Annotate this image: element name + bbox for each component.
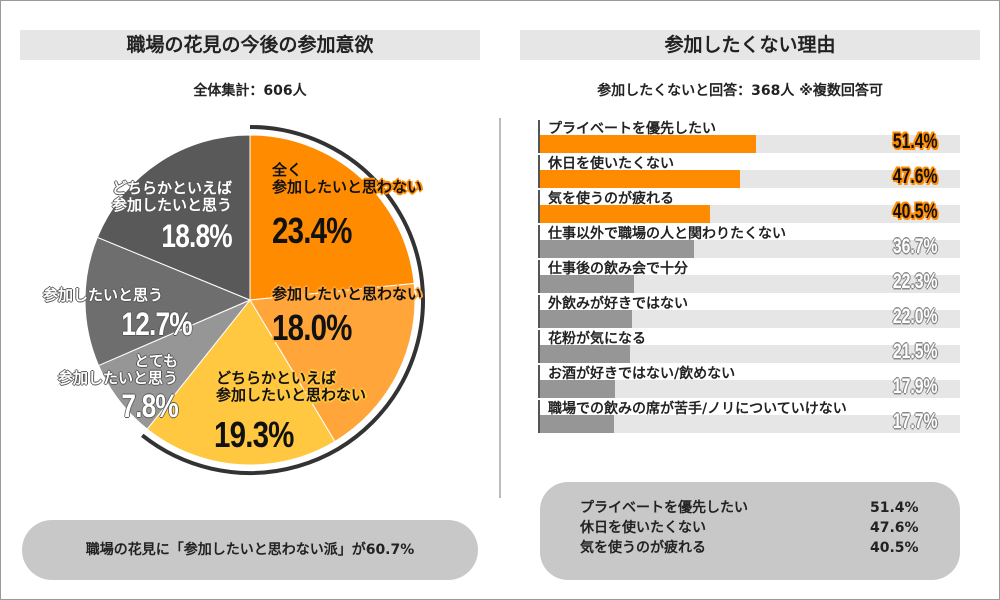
slice-value-3: 7.8% bbox=[121, 388, 178, 424]
bar-tick bbox=[538, 190, 540, 223]
bar-row: 仕事以外で職場の人と関わりたくない 36.7% bbox=[538, 223, 960, 258]
bar-value: 17.9% bbox=[893, 375, 938, 398]
bar-tick bbox=[538, 400, 540, 433]
bar bbox=[540, 275, 634, 293]
bar bbox=[540, 345, 631, 363]
bar-tick bbox=[538, 120, 540, 153]
bar-value: 47.6% bbox=[893, 165, 938, 188]
pie-slice-4 bbox=[84, 236, 252, 367]
left-title: 職場の花見の今後の参加意欲 bbox=[20, 30, 480, 60]
summary-value: 51.4% bbox=[870, 500, 919, 516]
summary-row: 気を使うのが疲れる 40.5% bbox=[580, 538, 960, 558]
slice-label-1: 参加したいと思わない bbox=[272, 285, 423, 303]
summary-label: プライベートを優先したい bbox=[580, 500, 748, 516]
bar-value: 21.5% bbox=[893, 340, 938, 363]
bar-row: 気を使うのが疲れる 40.5% bbox=[538, 188, 960, 223]
bar-label: 休日を使いたくない bbox=[548, 156, 674, 172]
slice-value-2: 19.3% bbox=[214, 414, 294, 455]
bar bbox=[540, 240, 695, 258]
bar-row: 花粉が気になる 21.5% bbox=[538, 328, 960, 363]
bar-label: 仕事後の飲み会で十分 bbox=[548, 261, 688, 277]
bar-row: プライベートを優先したい 51.4% bbox=[538, 118, 960, 153]
bar-label: プライベートを優先したい bbox=[548, 121, 716, 137]
divider bbox=[499, 118, 501, 498]
slice-value-5: 18.8% bbox=[161, 218, 233, 254]
bar-row: 外飲みが好きではない 22.0% bbox=[538, 293, 960, 328]
bar-row: お酒が好きではない/飲めない 17.9% bbox=[538, 363, 960, 398]
bar-row: 仕事後の飲み会で十分 22.3% bbox=[538, 258, 960, 293]
slice-label-5: どちらかといえば 参加したいと思う bbox=[111, 179, 232, 215]
bar-tick bbox=[538, 365, 540, 398]
bar bbox=[540, 205, 711, 223]
bar-tick bbox=[538, 155, 540, 188]
slice-label-0: 全く 参加したいと思わない bbox=[272, 161, 423, 197]
bar-value: 22.3% bbox=[893, 270, 938, 293]
bar bbox=[540, 380, 616, 398]
slice-label-4: 参加したいと思う bbox=[43, 286, 164, 304]
bar-value: 17.7% bbox=[893, 410, 938, 433]
summary-value: 47.6% bbox=[870, 520, 919, 536]
bar-row: 職場での飲みの席が苦手/ノリについていけない 17.7% bbox=[538, 398, 960, 433]
bar-track bbox=[540, 345, 960, 363]
left-footer: 職場の花見に「参加したいと思わない派」が60.7% bbox=[22, 520, 478, 580]
bar-track bbox=[540, 170, 960, 188]
bar-row: 休日を使いたくない 47.6% bbox=[538, 153, 960, 188]
bar-value: 22.0% bbox=[893, 305, 938, 328]
slice-label-3: とても 参加したいと思う bbox=[57, 352, 178, 388]
bar bbox=[540, 415, 615, 433]
pie-slice-2 bbox=[146, 299, 336, 466]
summary-label: 休日を使いたくない bbox=[580, 520, 706, 536]
slice-label-2: どちらかといえば 参加したいと思わない bbox=[216, 369, 367, 405]
pie-chart bbox=[84, 125, 425, 475]
pie-slice-0 bbox=[249, 134, 415, 301]
summary-row: プライベートを優先したい 51.4% bbox=[580, 498, 960, 518]
bar bbox=[540, 135, 756, 153]
right-title: 参加したくない理由 bbox=[520, 30, 980, 60]
bar-label: 花粉が気になる bbox=[548, 331, 646, 347]
bar-tick bbox=[538, 260, 540, 293]
bar-label: お酒が好きではない/飲めない bbox=[548, 366, 736, 382]
right-subtitle: 参加したくないと回答：368人 ※複数回答可 bbox=[597, 83, 883, 99]
summary-box: プライベートを優先したい 51.4% 休日を使いたくない 47.6% 気を使うのが疲… bbox=[540, 482, 960, 580]
bar-label: 仕事以外で職場の人と関わりたくない bbox=[548, 226, 786, 242]
summary-value: 40.5% bbox=[870, 540, 919, 556]
bar-label: 職場での飲みの席が苦手/ノリについていけない bbox=[548, 401, 847, 417]
summary-label: 気を使うのが疲れる bbox=[580, 540, 706, 556]
bar-value: 40.5% bbox=[893, 200, 938, 223]
bar-label: 気を使うのが疲れる bbox=[548, 191, 674, 207]
slice-value-1: 18.0% bbox=[272, 307, 352, 348]
bar-track bbox=[540, 310, 960, 328]
bar bbox=[540, 310, 633, 328]
bar-value: 36.7% bbox=[893, 235, 938, 258]
bar-tick bbox=[538, 295, 540, 328]
slice-value-4: 12.7% bbox=[121, 306, 193, 342]
pie-slice-1 bbox=[249, 282, 416, 443]
bar-track bbox=[540, 135, 960, 153]
bar-tick bbox=[538, 330, 540, 363]
bar-track bbox=[540, 380, 960, 398]
bar-track bbox=[540, 240, 960, 258]
bar bbox=[540, 170, 740, 188]
bar-label: 外飲みが好きではない bbox=[548, 296, 688, 312]
summary-row: 休日を使いたくない 47.6% bbox=[580, 518, 960, 538]
bar-track bbox=[540, 415, 960, 433]
bar-track bbox=[540, 275, 960, 293]
bar-value: 51.4% bbox=[893, 130, 938, 153]
slice-value-0: 23.4% bbox=[272, 210, 352, 251]
pie-slice-5 bbox=[96, 134, 251, 301]
bar-track bbox=[540, 205, 960, 223]
highlight-arc bbox=[141, 125, 425, 475]
bar-tick bbox=[538, 225, 540, 258]
left-subtitle: 全体集計：606人 bbox=[193, 83, 307, 99]
